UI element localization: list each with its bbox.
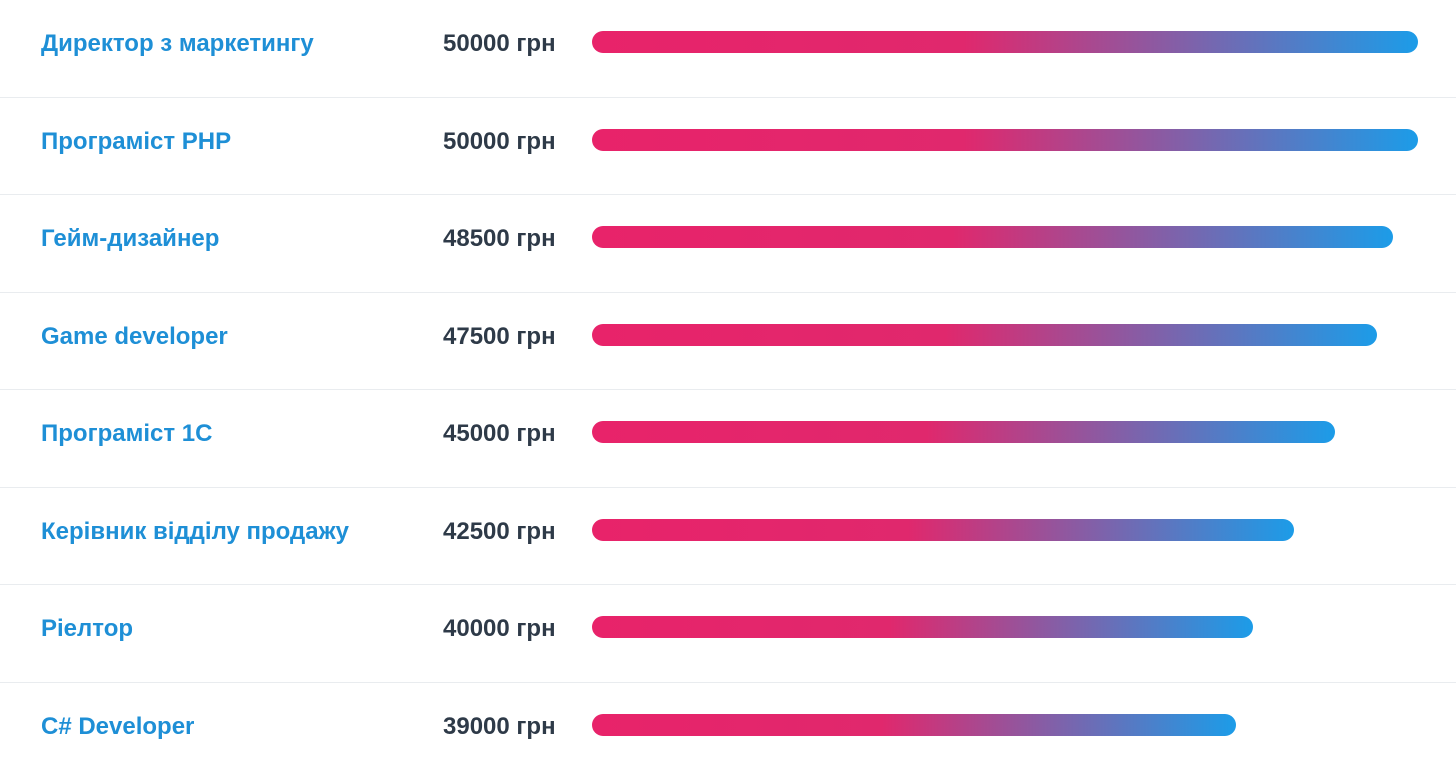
salary-bar [592, 31, 1418, 53]
job-title-link[interactable]: Директор з маркетингу [41, 30, 314, 58]
salary-bar-track [592, 616, 1418, 638]
salary-bar-track [592, 31, 1418, 53]
salary-bar-track [592, 519, 1418, 541]
salary-bar [592, 324, 1377, 346]
salary-value: 48500 грн [443, 225, 556, 253]
job-title-link[interactable]: Керівник відділу продажу [41, 518, 349, 546]
salary-row: Керівник відділу продажу 42500 грн [0, 488, 1456, 586]
salary-value: 50000 грн [443, 128, 556, 156]
salary-bar-track [592, 226, 1418, 248]
job-title-link[interactable]: Game developer [41, 323, 228, 351]
salary-value: 45000 грн [443, 420, 556, 448]
salary-row: Game developer 47500 грн [0, 293, 1456, 391]
salary-bar-track [592, 714, 1418, 736]
salary-bar-track [592, 421, 1418, 443]
salary-value: 42500 грн [443, 518, 556, 546]
job-title-link[interactable]: Програміст PHP [41, 128, 231, 156]
salary-row: Директор з маркетингу 50000 грн [0, 0, 1456, 98]
salary-bar [592, 421, 1335, 443]
job-title-link[interactable]: C# Developer [41, 713, 194, 741]
job-title-link[interactable]: Програміст 1С [41, 420, 212, 448]
salary-value: 47500 грн [443, 323, 556, 351]
salary-bar [592, 226, 1393, 248]
salary-bar [592, 129, 1418, 151]
salary-value: 50000 грн [443, 30, 556, 58]
salary-row: Програміст 1С 45000 грн [0, 390, 1456, 488]
salary-bar-track [592, 324, 1418, 346]
job-title-link[interactable]: Ріелтор [41, 615, 133, 643]
job-title-link[interactable]: Гейм-дизайнер [41, 225, 219, 253]
salary-row: Ріелтор 40000 грн [0, 585, 1456, 683]
salary-bar-track [592, 129, 1418, 151]
salary-row: C# Developer 39000 грн [0, 683, 1456, 780]
salary-value: 39000 грн [443, 713, 556, 741]
salary-value: 40000 грн [443, 615, 556, 643]
salary-bar [592, 616, 1253, 638]
salary-row: Програміст PHP 50000 грн [0, 98, 1456, 196]
salary-bar [592, 519, 1294, 541]
salary-row: Гейм-дизайнер 48500 грн [0, 195, 1456, 293]
salary-bar [592, 714, 1236, 736]
